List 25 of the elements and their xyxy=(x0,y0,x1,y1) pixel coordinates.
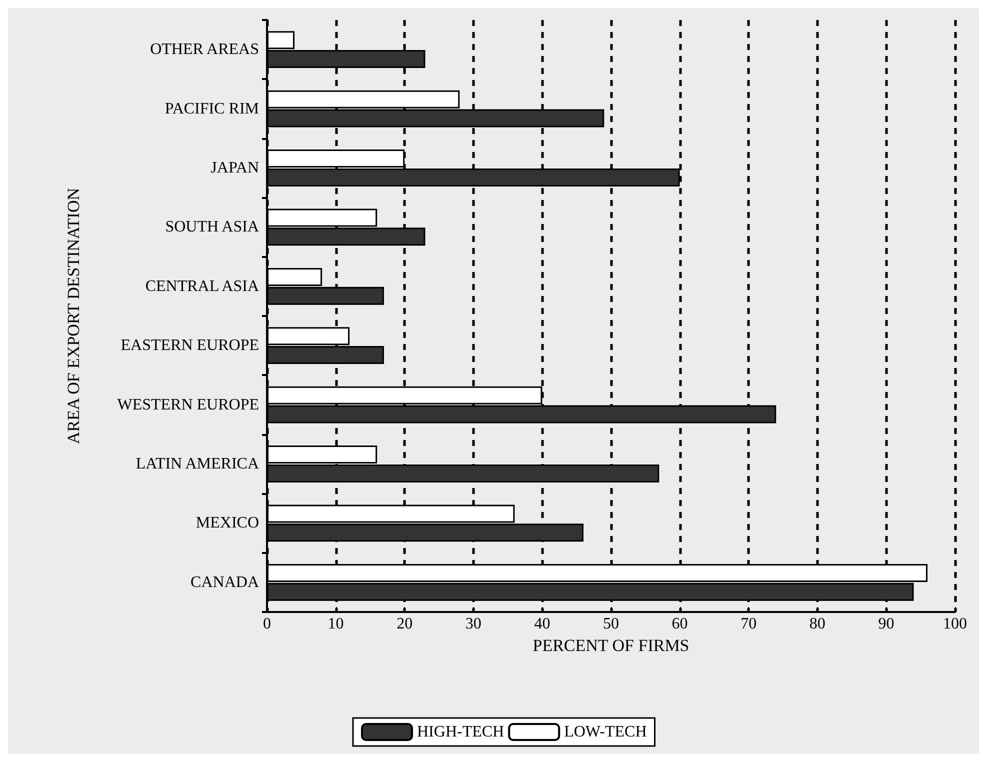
x-tick-label: 60 xyxy=(672,616,688,632)
x-tick-label: 70 xyxy=(740,616,757,632)
y-axis-title: AREA OF EXPORT DESTINATION xyxy=(64,188,83,444)
y-tick-label: CANADA xyxy=(190,574,260,591)
y-tick-label: WESTERN EUROPE xyxy=(117,396,259,414)
x-axis-title: PERCENT OF FIRMS xyxy=(532,636,690,655)
y-tick-label: MEXICO xyxy=(196,514,259,532)
x-tick-label: 10 xyxy=(328,616,344,632)
y-tick-label: PACIFIC RIM xyxy=(164,100,259,118)
x-tick-label: 30 xyxy=(465,616,482,632)
legend-label: HIGH-TECH xyxy=(417,724,505,740)
y-tick-label: CENTRAL ASIA xyxy=(145,278,260,295)
x-tick-label: 50 xyxy=(603,616,619,632)
y-tick-label: OTHER AREAS xyxy=(150,41,259,58)
y-tick-label: EASTERN EUROPE xyxy=(120,337,259,354)
y-tick-label: LATIN AMERICA xyxy=(136,456,260,472)
legend-label: LOW-TECH xyxy=(564,724,648,740)
x-tick-label: 20 xyxy=(396,616,413,632)
x-tick-label: 40 xyxy=(534,616,550,632)
x-tick-label: 90 xyxy=(878,616,894,632)
x-tick-label: 80 xyxy=(809,616,826,632)
y-tick-label: SOUTH ASIA xyxy=(165,218,260,236)
x-tick-label: 100 xyxy=(943,616,967,632)
x-tick-label: 0 xyxy=(263,616,271,632)
y-tick-label: JAPAN xyxy=(210,160,260,176)
